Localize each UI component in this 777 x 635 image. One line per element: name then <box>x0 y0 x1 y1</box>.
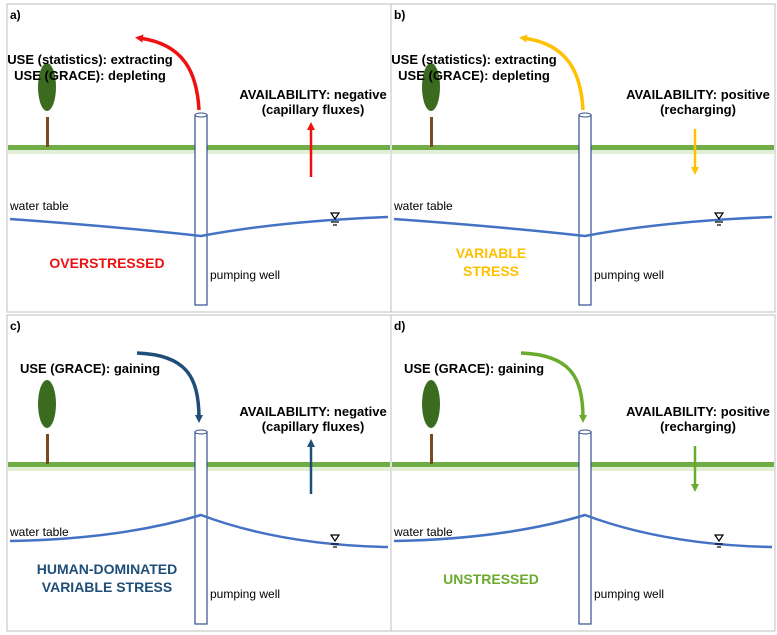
panel-b: b) water table pumping well USE (statistics… <box>390 3 776 313</box>
water-table-line <box>393 513 773 549</box>
panel-border <box>390 314 776 632</box>
tree-trunk <box>430 117 433 147</box>
well-cap <box>578 112 592 118</box>
water-table-symbol-icon <box>713 212 725 221</box>
water-table-label: water table <box>393 199 453 213</box>
water-table-label: water table <box>393 525 453 539</box>
water-table-symbol-icon <box>329 212 341 221</box>
use-label: USE (statistics): extracting <box>7 52 172 67</box>
panel-letter: a) <box>10 8 21 22</box>
use-arrow-out <box>135 34 201 111</box>
tree-icon <box>422 380 440 428</box>
pumping-well-icon <box>578 431 592 625</box>
status-label: UNSTRESSED <box>443 571 539 587</box>
status-label: OVERSTRESSED <box>49 255 164 271</box>
status-label: VARIABLE <box>456 245 527 261</box>
panel-border <box>390 3 776 313</box>
use-label: USE (GRACE): gaining <box>20 361 160 376</box>
tree-trunk <box>430 434 433 464</box>
status-label: VARIABLE STRESS <box>42 579 172 595</box>
tree-trunk <box>46 117 49 147</box>
well-cap <box>578 429 592 435</box>
availability-label: (capillary fluxes) <box>262 102 365 117</box>
tree-icon <box>38 380 56 428</box>
panel-d: d) water table pumping well USE (GRACE): ga… <box>390 314 776 632</box>
availability-label: AVAILABILITY: negative <box>239 87 386 102</box>
tree-icon <box>38 63 56 111</box>
panel-letter: b) <box>394 8 405 22</box>
pumping-well-icon <box>194 114 208 306</box>
well-cap <box>194 112 208 118</box>
availability-label: (recharging) <box>660 102 736 117</box>
availability-label: (capillary fluxes) <box>262 419 365 434</box>
status-label: HUMAN-DOMINATED <box>37 561 178 577</box>
water-table-line <box>9 513 389 549</box>
use-label: USE (GRACE): depleting <box>398 68 550 83</box>
use-label: USE (statistics): extracting <box>391 52 556 67</box>
water-table-line <box>393 215 773 238</box>
panel-a: a) water table pumping well USE (statistics… <box>6 3 392 313</box>
pumping-well-label: pumping well <box>210 587 280 601</box>
availability-label: AVAILABILITY: positive <box>626 404 770 419</box>
well-cap <box>194 429 208 435</box>
availability-label: AVAILABILITY: negative <box>239 404 386 419</box>
water-table-label: water table <box>9 199 69 213</box>
panel-c: c) water table pumping well USE (GRACE): ga… <box>6 314 392 632</box>
water-table-symbol-icon <box>713 534 725 543</box>
status-label: STRESS <box>463 263 519 279</box>
pumping-well-icon <box>194 431 208 625</box>
use-label: USE (GRACE): depleting <box>14 68 166 83</box>
use-arrow-in <box>520 351 587 423</box>
tree-trunk <box>46 434 49 464</box>
pumping-well-label: pumping well <box>210 268 280 282</box>
pumping-well-label: pumping well <box>594 587 664 601</box>
panel-letter: c) <box>10 319 21 333</box>
pumping-well-icon <box>578 114 592 306</box>
availability-label: AVAILABILITY: positive <box>626 87 770 102</box>
availability-label: (recharging) <box>660 419 736 434</box>
tree-icon <box>422 63 440 111</box>
water-table-symbol-icon <box>329 534 341 543</box>
use-arrow-out <box>519 34 585 111</box>
pumping-well-label: pumping well <box>594 268 664 282</box>
use-arrow-in <box>136 351 203 423</box>
use-label: USE (GRACE): gaining <box>404 361 544 376</box>
water-table-line <box>9 215 389 238</box>
water-table-label: water table <box>9 525 69 539</box>
panel-letter: d) <box>394 319 405 333</box>
